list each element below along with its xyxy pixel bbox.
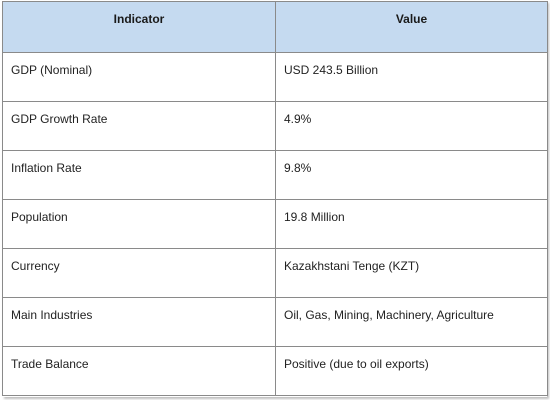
cell-value: Positive (due to oil exports): [275, 346, 548, 396]
cell-value: Oil, Gas, Mining, Machinery, Agriculture: [275, 297, 548, 347]
table-row: Population 19.8 Million: [2, 199, 548, 249]
cell-indicator: Currency: [2, 248, 276, 298]
cell-value: USD 243.5 Billion: [275, 52, 548, 102]
column-header-value: Value: [275, 1, 548, 53]
table-header-row: Indicator Value: [2, 1, 548, 53]
table-row: Inflation Rate 9.8%: [2, 150, 548, 200]
table-row: GDP Growth Rate 4.9%: [2, 101, 548, 151]
table-row: Trade Balance Positive (due to oil expor…: [2, 346, 548, 396]
table-row: Currency Kazakhstani Tenge (KZT): [2, 248, 548, 298]
column-header-indicator: Indicator: [2, 1, 276, 53]
cell-indicator: GDP Growth Rate: [2, 101, 276, 151]
cell-indicator: Trade Balance: [2, 346, 276, 396]
cell-value: 4.9%: [275, 101, 548, 151]
cell-indicator: GDP (Nominal): [2, 52, 276, 102]
cell-indicator: Inflation Rate: [2, 150, 276, 200]
table-row: Main Industries Oil, Gas, Mining, Machin…: [2, 297, 548, 347]
cell-value: 19.8 Million: [275, 199, 548, 249]
cell-value: 9.8%: [275, 150, 548, 200]
cell-value: Kazakhstani Tenge (KZT): [275, 248, 548, 298]
cell-indicator: Main Industries: [2, 297, 276, 347]
table-row: GDP (Nominal) USD 243.5 Billion: [2, 52, 548, 102]
cell-indicator: Population: [2, 199, 276, 249]
